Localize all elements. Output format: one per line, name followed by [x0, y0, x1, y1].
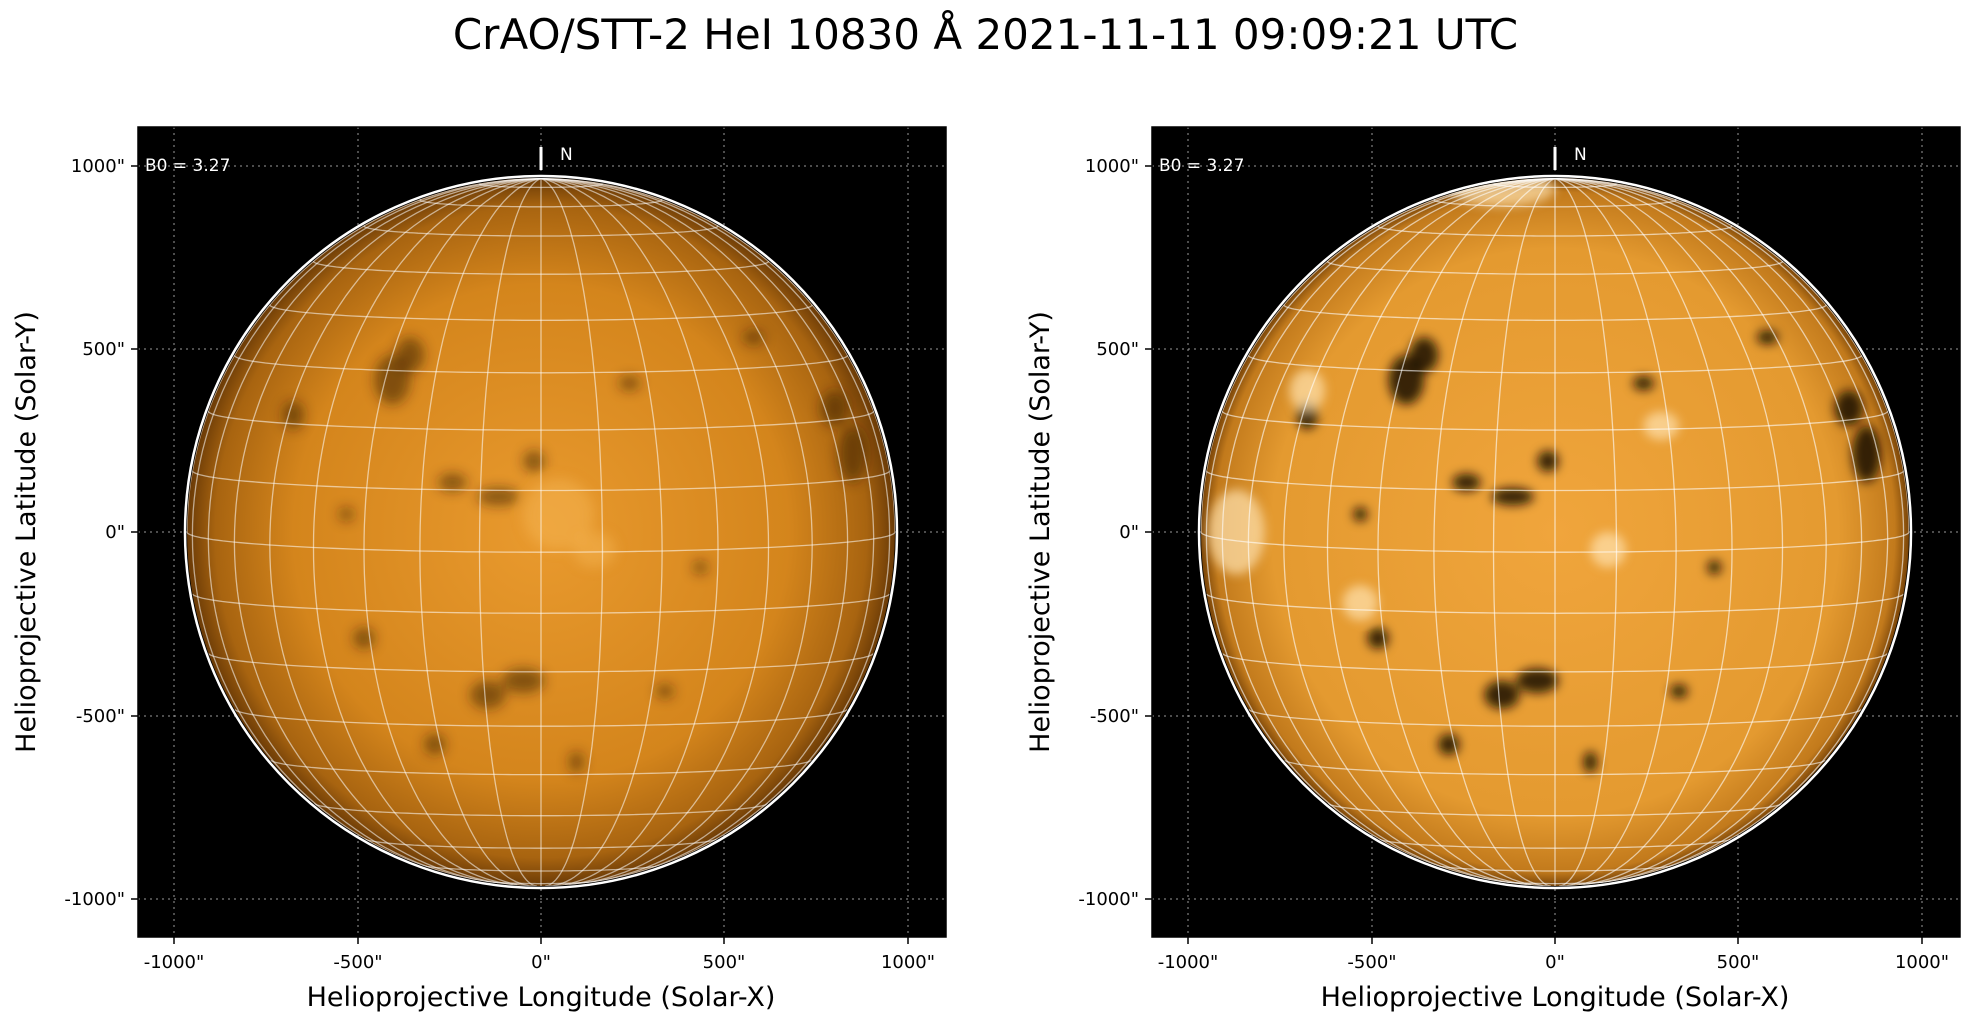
x-axis-label: Helioprojective Longitude (Solar-X)	[1321, 982, 1790, 1013]
x-tick-label: 0"	[531, 952, 551, 973]
y-axis-label: Helioprojective Latitude (Solar-Y)	[1025, 311, 1056, 753]
y-tick-label: 0"	[105, 522, 125, 543]
x-tick-label: -500"	[1347, 952, 1396, 973]
x-tick-label: 0"	[1545, 952, 1565, 973]
y-tick-label: 1000"	[71, 156, 125, 177]
y-tick-label: -500"	[76, 706, 125, 727]
solar-disk	[1201, 178, 1909, 886]
solar-disk	[187, 178, 895, 886]
north-label: N	[1574, 145, 1587, 165]
y-tick-label: 0"	[1119, 522, 1139, 543]
heliographic-grid	[187, 178, 895, 886]
plot-area	[1152, 127, 1960, 937]
x-tick-label: 500"	[1717, 952, 1760, 973]
north-label: N	[560, 145, 573, 165]
y-tick-label: 500"	[1096, 339, 1139, 360]
x-tick-label: 1000"	[1895, 952, 1949, 973]
b0-label: B0 = 3.27	[145, 156, 230, 176]
x-tick-label: 500"	[703, 952, 746, 973]
plot-frame	[137, 126, 947, 938]
y-axis-label: Helioprojective Latitude (Solar-Y)	[11, 311, 42, 753]
x-tick-label: -1000"	[144, 952, 205, 973]
axis-ticks	[131, 165, 909, 944]
x-tick-label: 1000"	[881, 952, 935, 973]
solar-limb	[1197, 174, 1913, 890]
plot-frame	[1151, 126, 1961, 938]
figure-title: CrAO/STT-2 HeI 10830 Å 2021-11-11 09:09:…	[452, 10, 1519, 59]
y-tick-label: -1000"	[64, 889, 125, 910]
y-tick-label: 1000"	[1085, 156, 1139, 177]
plot-area	[138, 127, 946, 937]
heliographic-grid	[1201, 178, 1909, 886]
axis-grid	[1152, 127, 1960, 937]
y-tick-label: -500"	[1090, 706, 1139, 727]
x-axis-label: Helioprojective Longitude (Solar-X)	[307, 982, 776, 1013]
x-tick-label: -500"	[333, 952, 382, 973]
solar-features	[282, 330, 867, 773]
b0-label: B0 = 3.27	[1159, 156, 1244, 176]
x-tick-label: -1000"	[1158, 952, 1219, 973]
y-tick-label: -1000"	[1078, 889, 1139, 910]
y-tick-label: 500"	[82, 339, 125, 360]
solar-limb	[183, 174, 899, 890]
axis-grid	[138, 127, 946, 937]
solar-features	[1208, 178, 1881, 773]
axis-ticks	[1145, 165, 1923, 944]
